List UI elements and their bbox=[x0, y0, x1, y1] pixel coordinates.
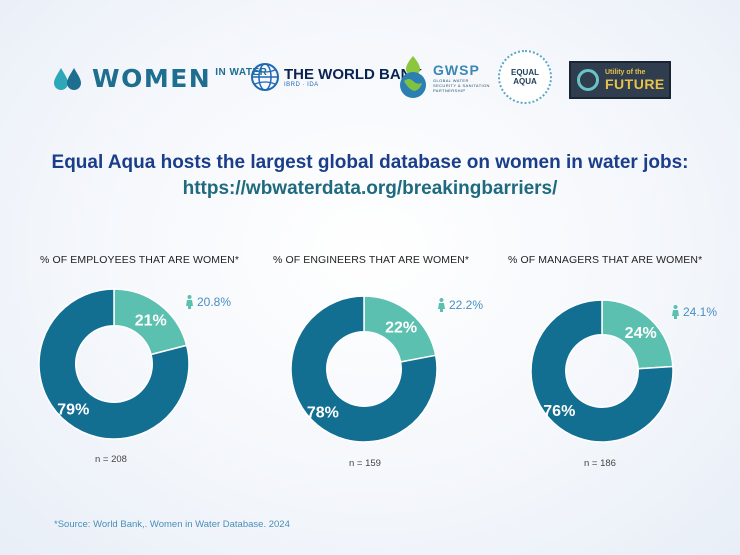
women-in-water-main: WOMEN bbox=[92, 64, 212, 93]
callout-employees-value: 20.8% bbox=[197, 295, 232, 309]
chart-title-managers: % OF MANAGERS THAT ARE WOMEN* bbox=[508, 254, 703, 266]
callout-engineers: 22.2% bbox=[438, 298, 483, 312]
donut-slice-men-engineers bbox=[290, 295, 438, 443]
donut-label-men-engineers: 78% bbox=[307, 404, 339, 421]
sample-size-employees: n = 208 bbox=[95, 454, 127, 465]
logo-strip: WOMEN IN WATER THE WORLD BANK IBRD · IDA… bbox=[0, 50, 740, 112]
sample-size-engineers: n = 159 bbox=[349, 458, 381, 469]
donut-label-women-employees: 21% bbox=[135, 312, 167, 329]
callout-engineers-value: 22.2% bbox=[449, 298, 484, 312]
chart-title-employees: % OF EMPLOYEES THAT ARE WOMEN* bbox=[40, 254, 240, 266]
donut-slice-men-managers bbox=[530, 299, 674, 443]
woman-figure-icon bbox=[186, 295, 193, 309]
woman-figure-icon bbox=[438, 298, 445, 312]
world-bank-sub: IBRD · IDA bbox=[284, 81, 319, 88]
world-bank-name: THE WORLD BANK bbox=[284, 65, 423, 83]
headline: Equal Aqua hosts the largest global data… bbox=[0, 150, 740, 202]
women-in-water-sub: IN WATER bbox=[215, 67, 268, 78]
donut-slice-men-employees bbox=[38, 288, 190, 440]
donut-chart-managers: 24% 76% bbox=[530, 299, 674, 443]
donut-chart-employees: 21% 79% bbox=[38, 288, 190, 440]
ring-icon bbox=[577, 69, 599, 91]
callout-employees: 20.8% bbox=[186, 295, 231, 309]
gwsp-sub: GLOBAL WATER SECURITY & SANITATION PARTN… bbox=[433, 77, 490, 93]
women-in-water-logo: WOMEN IN WATER bbox=[52, 64, 267, 93]
gwsp-logo: GWSP GLOBAL WATER SECURITY & SANITATION … bbox=[396, 54, 493, 100]
utility-of-the-future-logo: Utility of the FUTURE bbox=[569, 61, 671, 99]
equal-aqua-line2: AQUA bbox=[513, 77, 537, 86]
earth-icon bbox=[400, 56, 426, 98]
source-note: *Source: World Bank,. Women in Water Dat… bbox=[54, 519, 290, 530]
globe-icon bbox=[251, 63, 279, 91]
sample-size-managers: n = 186 bbox=[584, 458, 616, 469]
chart-title-engineers: % OF ENGINEERS THAT ARE WOMEN* bbox=[273, 254, 470, 266]
donut-label-women-managers: 24% bbox=[625, 325, 657, 342]
gwsp-name: GWSP bbox=[433, 61, 480, 78]
equal-aqua-badge: EQUAL AQUA bbox=[498, 50, 552, 104]
equal-aqua-logo: EQUAL AQUA bbox=[498, 50, 552, 104]
headline-url[interactable]: https://wbwaterdata.org/breakingbarriers… bbox=[182, 178, 558, 199]
utility-future-big: FUTURE bbox=[605, 75, 665, 92]
callout-managers-value: 24.1% bbox=[683, 305, 718, 319]
woman-figure-icon bbox=[672, 305, 679, 319]
world-bank-logo: THE WORLD BANK IBRD · IDA bbox=[250, 62, 422, 92]
utility-future-small: Utility of the bbox=[605, 68, 646, 76]
headline-line1: Equal Aqua hosts the largest global data… bbox=[51, 152, 689, 173]
donut-chart-engineers: 22% 78% bbox=[290, 295, 438, 443]
equal-aqua-line1: EQUAL bbox=[511, 68, 539, 77]
callout-managers: 24.1% bbox=[672, 305, 717, 319]
donut-label-men-employees: 79% bbox=[57, 402, 89, 419]
water-drop-icon bbox=[54, 67, 81, 90]
donut-slice-women-managers bbox=[601, 299, 674, 370]
donut-label-women-engineers: 22% bbox=[385, 320, 417, 337]
donut-label-men-managers: 76% bbox=[543, 403, 575, 420]
